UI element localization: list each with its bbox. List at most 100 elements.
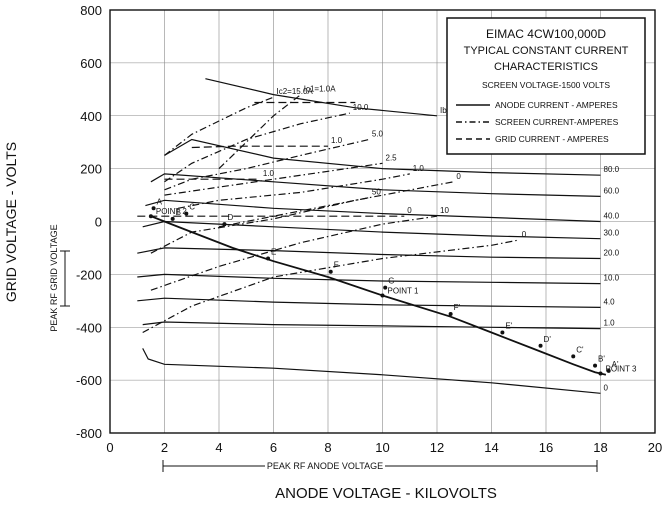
legend-entry-grid: GRID CURRENT - AMPERES	[495, 134, 609, 144]
series-line	[142, 239, 519, 334]
series-label: 40.0	[604, 212, 620, 221]
series-line	[218, 197, 370, 228]
y-tick-label: -200	[76, 267, 102, 282]
series-layer: Ib=100.0A80.060.040.030.020.010.04.01.00…	[137, 78, 638, 394]
point-label: E	[271, 248, 276, 257]
load-line-point	[606, 368, 611, 373]
series-label: 20.0	[604, 249, 620, 258]
x-tick-label: 0	[106, 440, 113, 455]
point-label: C	[189, 203, 195, 212]
load-line-point	[383, 285, 388, 290]
point-label: B'	[598, 355, 605, 364]
series-line	[137, 297, 601, 308]
load-line-point	[148, 214, 153, 219]
y-tick-label: -400	[76, 320, 102, 335]
load-line-point	[170, 216, 175, 221]
legend-entry-screen: SCREEN CURRENT-AMPERES	[495, 117, 619, 127]
x-tick-label: 6	[270, 440, 277, 455]
x-tick-label: 4	[215, 440, 222, 455]
point-label: POINT 1	[388, 287, 420, 296]
point-label: F'	[454, 303, 461, 312]
load-line-point	[593, 363, 598, 368]
series-label: 50	[372, 188, 381, 197]
series-label: 0	[407, 206, 412, 215]
series-label: Ic1=1.0A	[304, 85, 336, 94]
point-label: G	[388, 277, 394, 286]
peak-rf-anode-label: PEAK RF ANODE VOLTAGE	[267, 461, 383, 471]
series-line	[150, 181, 454, 254]
load-line-point	[266, 256, 271, 261]
series-label: 1.0	[263, 169, 275, 178]
peak-rf-anode-bracket: PEAK RF ANODE VOLTAGE	[162, 459, 598, 472]
series-label: 10.0	[604, 274, 620, 283]
load-line-point	[538, 343, 543, 348]
point-label: POINT 3	[606, 365, 638, 374]
series-line	[145, 199, 601, 223]
series-label: 0	[456, 172, 461, 181]
point-label: E'	[505, 322, 512, 331]
chart-note: SCREEN VOLTAGE-1500 VOLTS	[482, 80, 610, 90]
y-tick-label: 400	[80, 109, 102, 124]
series-line	[205, 78, 438, 117]
x-tick-label: 8	[324, 440, 331, 455]
load-line-point	[328, 269, 333, 274]
point-label: POINT 2	[156, 207, 188, 216]
y-tick-label: 0	[95, 215, 102, 230]
series-line	[164, 96, 274, 156]
point-label: A'	[612, 360, 619, 369]
series-label: Ic2=15.0A	[277, 87, 314, 96]
peak-rf-grid-label: PEAK RF GRID VOLTAGE	[49, 224, 59, 331]
series-label: 0	[604, 383, 609, 392]
series-line	[137, 273, 601, 285]
y-tick-label: 200	[80, 162, 102, 177]
point-label: C'	[576, 345, 584, 354]
load-line-point	[184, 211, 189, 216]
load-line-point	[598, 371, 603, 376]
x-tick-label: 10	[375, 440, 389, 455]
point-label: D'	[544, 335, 552, 344]
series-line	[218, 94, 302, 170]
load-line-point	[448, 312, 453, 317]
series-line	[142, 220, 601, 240]
series-label: 1.0	[413, 164, 425, 173]
point-label: A	[157, 197, 163, 206]
y-axis-label: GRID VOLTAGE - VOLTS	[3, 142, 19, 302]
series-label: 80.0	[604, 165, 620, 174]
series-line	[164, 138, 601, 176]
series-line	[164, 112, 350, 183]
chart-subtitle-line-1: TYPICAL CONSTANT CURRENT	[464, 45, 629, 57]
x-tick-label: 14	[484, 440, 498, 455]
series-label: 5.0	[372, 130, 384, 139]
point-label: D	[227, 213, 233, 222]
y-tick-label: -600	[76, 373, 102, 388]
series-label: 4.0	[604, 297, 616, 306]
x-tick-label: 12	[430, 440, 444, 455]
series-label: 10	[440, 206, 449, 215]
series-label: 60.0	[604, 186, 620, 195]
x-tick-label: 16	[539, 440, 553, 455]
point-label: B	[176, 208, 181, 217]
series-label: 1.0	[604, 319, 616, 328]
peak-rf-grid-bracket: PEAK RF GRID VOLTAGE	[49, 224, 70, 332]
series-line	[142, 348, 601, 394]
load-line-point	[151, 206, 156, 211]
legend: EIMAC 4CW100,000D TYPICAL CONSTANT CURRE…	[446, 17, 646, 155]
point-label: F	[334, 261, 339, 270]
x-axis-label: ANODE VOLTAGE - KILOVOLTS	[275, 485, 497, 502]
legend-entry-anode: ANODE CURRENT - AMPERES	[495, 100, 618, 110]
series-label: 0	[522, 230, 527, 239]
series-line	[191, 145, 328, 149]
series-line	[142, 321, 601, 330]
series-line	[150, 215, 438, 291]
load-line-point	[222, 222, 227, 227]
series-line	[137, 247, 601, 260]
x-tick-label: 18	[593, 440, 607, 455]
x-tick-label: 20	[648, 440, 662, 455]
series-label: 10.0	[353, 103, 369, 112]
series-line	[164, 138, 370, 191]
plot-frame	[109, 9, 656, 434]
chart-title: EIMAC 4CW100,000D	[486, 27, 606, 41]
load-line-point	[380, 293, 385, 298]
y-tick-label: 600	[80, 56, 102, 71]
